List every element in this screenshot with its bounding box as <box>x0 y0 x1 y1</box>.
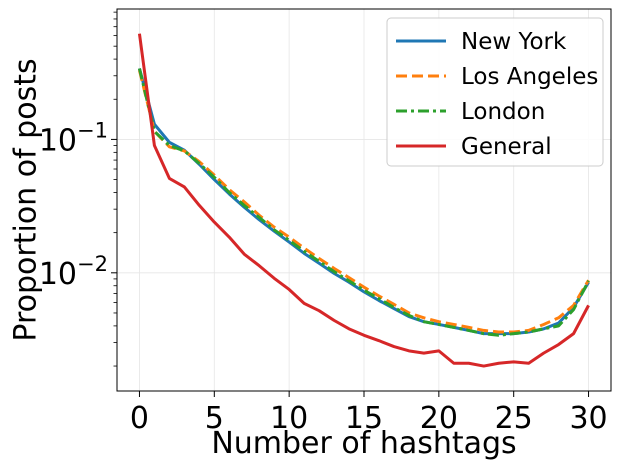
axis-ticks <box>111 11 590 397</box>
x-tick-label: 0 <box>130 401 149 436</box>
x-tick-label: 15 <box>345 401 383 436</box>
x-tick-label: 20 <box>420 401 458 436</box>
y-tick-label: 10−1 <box>39 118 108 158</box>
y-axis-label: Proportion of posts <box>9 58 44 341</box>
legend-label: London <box>461 99 545 125</box>
legend-label: General <box>461 134 552 160</box>
series-line <box>137 33 590 368</box>
series-line <box>137 69 590 334</box>
x-tick-label: 5 <box>205 401 224 436</box>
x-axis-label: Number of hashtags <box>211 426 516 461</box>
x-tick-label: 25 <box>495 401 533 436</box>
legend-label: New York <box>461 29 567 55</box>
series-lines <box>137 33 590 368</box>
series-line <box>137 68 590 337</box>
x-tick-label: 30 <box>569 401 607 436</box>
legend-box <box>386 17 604 167</box>
x-tick-label: 10 <box>270 401 308 436</box>
legend-label: Los Angeles <box>461 64 598 90</box>
x-tick-labels: 0 5 10 15 20 25 30 <box>130 401 608 436</box>
y-tick-labels: 10−2 10−1 <box>39 118 108 291</box>
y-tick-label: 10−2 <box>39 252 108 292</box>
legend: New York Los Angeles London General <box>386 17 604 167</box>
